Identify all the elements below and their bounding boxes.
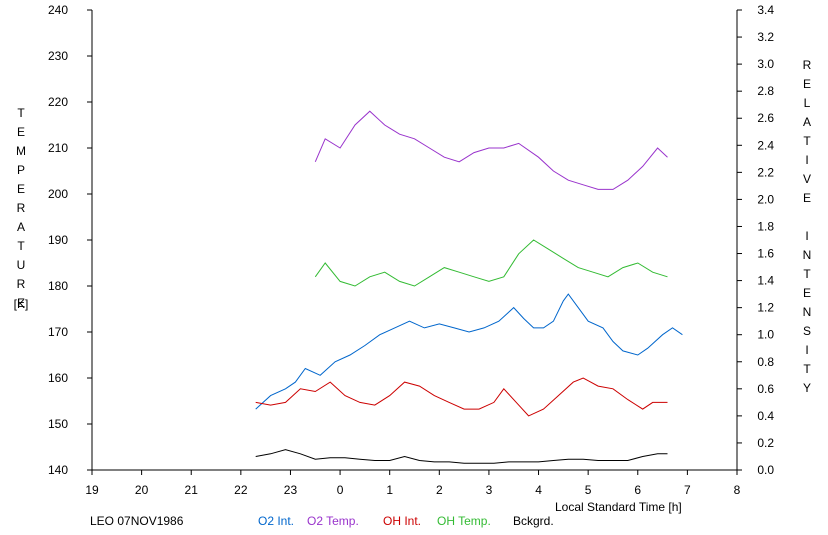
x-tick-label: 21 — [185, 483, 199, 497]
axis-ticks: 19 20 21 22 23 0 1 2 3 4 5 6 7 8140150160170180190200… — [48, 3, 774, 497]
y-right-tick-label: 3.0 — [757, 57, 774, 71]
legend-oh-int: OH Int. — [383, 514, 422, 528]
y-left-tick-label: 230 — [48, 49, 68, 63]
y-right-tick-label: 1.8 — [757, 219, 774, 233]
legend-o2-temp: O2 Temp. — [307, 514, 359, 528]
y-right-tick-label: 2.0 — [757, 192, 774, 206]
y-right-tick-label: 2.8 — [757, 84, 774, 98]
y-right-tick-label: 0.8 — [757, 355, 774, 369]
x-tick-label: 5 — [585, 483, 592, 497]
y-left-tick-label: 220 — [48, 95, 68, 109]
y-right-tick-label: 1.4 — [757, 274, 774, 288]
y-left-tick-label: 150 — [48, 417, 68, 431]
x-tick-label: 4 — [535, 483, 542, 497]
y-left-tick-label: 160 — [48, 371, 68, 385]
x-tick-label: 7 — [684, 483, 691, 497]
series-line-oh-int — [255, 377, 668, 417]
series-line-o2-temp — [314, 110, 668, 190]
y-right-tick-label: 3.4 — [757, 3, 774, 17]
x-tick-label: 0 — [337, 483, 344, 497]
y-right-tick-label: 0.6 — [757, 382, 774, 396]
y-left-tick-label: 240 — [48, 3, 68, 17]
x-tick-label: 23 — [284, 483, 298, 497]
y-right-tick-label: 1.0 — [757, 328, 774, 342]
y-left-tick-label: 190 — [48, 233, 68, 247]
x-tick-label: 8 — [734, 483, 741, 497]
series-line-bckgrd — [255, 449, 668, 464]
y-right-tick-label: 1.2 — [757, 301, 774, 315]
y-left-tick-label: 210 — [48, 141, 68, 155]
legend-bckgrd: Bckgrd. — [513, 514, 554, 528]
x-tick-label: 2 — [436, 483, 443, 497]
x-tick-label: 3 — [486, 483, 493, 497]
y-right-tick-label: 1.6 — [757, 247, 774, 261]
y-right-tick-label: 2.4 — [757, 138, 774, 152]
y-left-tick-label: 140 — [48, 463, 68, 477]
y-left-tick-label: 200 — [48, 187, 68, 201]
legend-o2-int: O2 Int. — [258, 514, 295, 528]
x-tick-label: 22 — [234, 483, 248, 497]
y-left-tick-label: 170 — [48, 325, 68, 339]
footer-title: LEO 07NOV1986 — [90, 514, 184, 528]
y-right-tick-label: 0.2 — [757, 436, 774, 450]
series-line-o2-int — [255, 293, 683, 410]
x-axis-title: Local Standard Time [h] — [555, 500, 682, 514]
y-left-tick-label: 180 — [48, 279, 68, 293]
x-tick-label: 19 — [85, 483, 99, 497]
legend-oh-temp: OH Temp. — [437, 514, 491, 528]
x-tick-label: 1 — [386, 483, 393, 497]
x-tick-label: 20 — [135, 483, 149, 497]
y-right-tick-label: 2.2 — [757, 165, 774, 179]
x-tick-label: 6 — [634, 483, 641, 497]
left-axis-unit: [K] — [13, 297, 29, 311]
y-right-tick-label: 2.6 — [757, 111, 774, 125]
y-right-tick-label: 3.2 — [757, 30, 774, 44]
y-right-tick-label: 0.0 — [757, 463, 774, 477]
series-layer — [255, 110, 683, 464]
series-line-oh-temp — [314, 239, 668, 287]
y-right-tick-label: 0.4 — [757, 409, 774, 423]
